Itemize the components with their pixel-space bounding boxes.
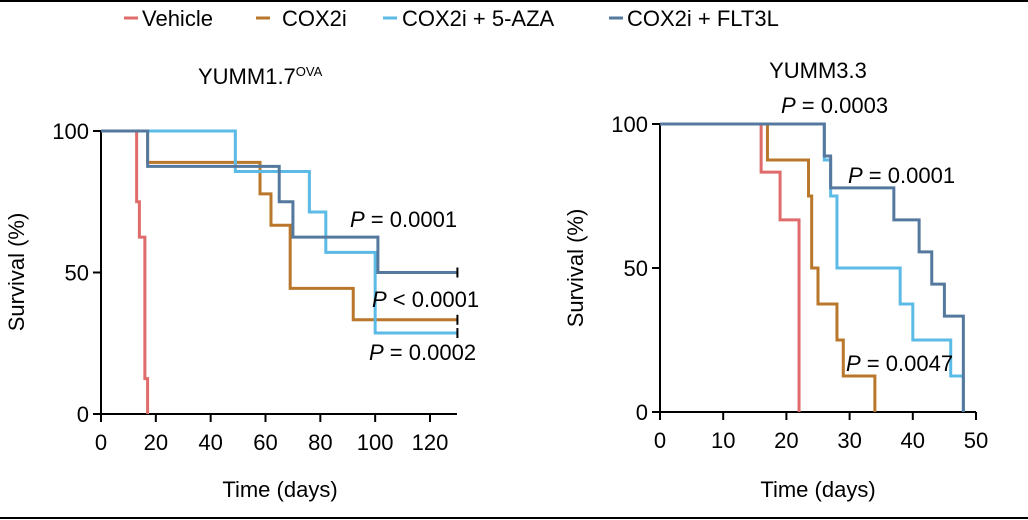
survival-curve-vehicle [660, 122, 801, 412]
y-tick-label: 100 [52, 119, 89, 144]
chart-title-superscript: OVA [296, 64, 323, 79]
x-tick-label: 20 [774, 428, 798, 453]
chart-title: YUMM3.3 [769, 58, 867, 83]
chart-title: YUMM1.7OVA [198, 64, 323, 89]
y-axis-label: Survival (%) [563, 209, 588, 328]
y-tick-label: 0 [636, 400, 648, 425]
x-tick-label: 120 [412, 430, 449, 455]
x-tick-label: 30 [837, 428, 861, 453]
p-value-cox2i: P = 0.0047 [846, 351, 953, 376]
survival-curve-cox2i-5-aza [101, 129, 458, 335]
survival-curve-cox2i-flt3l [101, 129, 458, 274]
x-tick-label: 0 [95, 430, 107, 455]
x-axis-label: Time (days) [222, 477, 337, 502]
x-tick-label: 0 [654, 428, 666, 453]
p-value-flt3l: P = 0.0001 [848, 163, 955, 188]
x-axis-label: Time (days) [760, 477, 875, 502]
p-value-flt3l: P = 0.0001 [350, 207, 457, 232]
legend: Vehicle COX2i COX2i + 5-AZA COX2i + FLT3… [124, 6, 779, 31]
y-tick-label: 100 [611, 112, 648, 137]
survival-curve-cox2i-flt3l [660, 122, 965, 412]
legend-label-cox2i: COX2i [282, 6, 347, 31]
x-tick-label: 10 [711, 428, 735, 453]
top-border [0, 0, 1028, 2]
x-tick-label: 80 [308, 430, 332, 455]
y-tick-label: 50 [65, 261, 89, 286]
bottom-border [0, 517, 1028, 519]
x-tick-label: 50 [964, 428, 988, 453]
survival-curve-cox2i [660, 122, 877, 412]
p-value-5aza: P = 0.0002 [369, 340, 476, 365]
p-value-5aza: P = 0.0003 [781, 93, 888, 118]
legend-label-cox2i-5aza: COX2i + 5-AZA [402, 6, 555, 31]
legend-label-cox2i-flt3l: COX2i + FLT3L [627, 6, 779, 31]
x-tick-label: 40 [901, 428, 925, 453]
y-tick-label: 0 [77, 402, 89, 427]
chart-yumm33: YUMM3.3 Survival (%) Time (days) 0 10 20 30… [563, 58, 988, 502]
x-tick-label: 40 [198, 430, 222, 455]
survival-curve-cox2i-5-aza [660, 122, 965, 412]
survival-curve-vehicle [101, 129, 150, 414]
x-tick-label: 60 [253, 430, 277, 455]
x-tick-label: 20 [144, 430, 168, 455]
x-tick-label: 100 [357, 430, 394, 455]
y-axis-label: Survival (%) [4, 213, 29, 332]
chart-yumm17: YUMM1.7OVA Survival (%) Time (days) 0 20 4… [4, 64, 479, 502]
p-value-cox2i: P < 0.0001 [372, 287, 479, 312]
y-tick-label: 50 [624, 256, 648, 281]
legend-label-vehicle: Vehicle [142, 6, 213, 31]
